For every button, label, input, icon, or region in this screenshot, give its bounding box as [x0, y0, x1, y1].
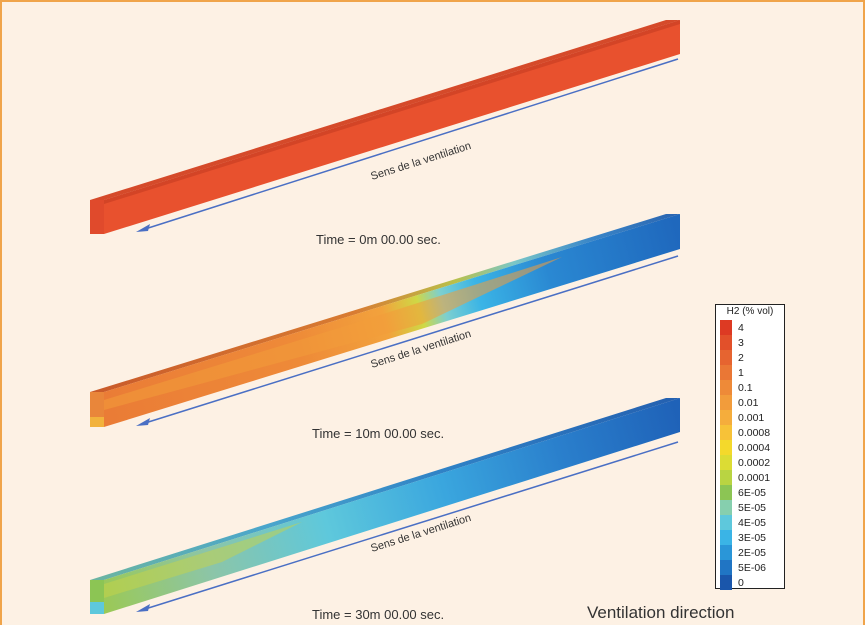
- legend-label: 3E-05: [738, 531, 767, 544]
- ventilation-arrow: [141, 441, 679, 611]
- legend-label: 2E-05: [738, 546, 767, 559]
- legend-label: 1: [738, 366, 744, 379]
- legend-label: 0.0002: [738, 456, 771, 469]
- legend-item: 0: [720, 575, 744, 590]
- legend-swatch: [720, 350, 732, 365]
- legend-label: 0.0008: [738, 426, 771, 439]
- arrow-head-icon: [136, 604, 150, 612]
- legend-label: 6E-05: [738, 486, 767, 499]
- legend-item: 5E-05: [720, 500, 766, 515]
- legend-label: 0.01: [738, 396, 759, 409]
- legend-item: 1: [720, 365, 744, 380]
- arrow-head-icon: [136, 224, 150, 232]
- legend-label: 3: [738, 336, 744, 349]
- legend-swatch: [720, 455, 732, 470]
- legend-swatch: [720, 530, 732, 545]
- tunnel-panel-30min: [90, 398, 680, 614]
- tunnel-panel-10min: [90, 214, 680, 427]
- ventilation-arrow: [141, 255, 679, 425]
- legend-swatch: [720, 320, 732, 335]
- legend-swatch: [720, 545, 732, 560]
- legend-swatch: [720, 335, 732, 350]
- color-legend: H2 (% vol) 4 3 2 1 0.1 0.01 0.001 0.0008…: [715, 304, 785, 590]
- legend-item: 0.01: [720, 395, 758, 410]
- legend-item: 2E-05: [720, 545, 766, 560]
- legend-label: 0.0004: [738, 441, 771, 454]
- legend-item: 3E-05: [720, 530, 766, 545]
- legend-swatch: [720, 395, 732, 410]
- legend-label: 2: [738, 351, 744, 364]
- legend-label: 5E-06: [738, 561, 767, 574]
- time-caption-0min: Time = 0m 00.00 sec.: [316, 232, 441, 247]
- legend-item: 0.0004: [720, 440, 770, 455]
- legend-swatch: [720, 485, 732, 500]
- legend-label: 0.1: [738, 381, 753, 394]
- time-caption-30min: Time = 30m 00.00 sec.: [312, 607, 445, 622]
- ventilation-direction-label: Ventilation direction: [587, 603, 735, 622]
- legend-item: 2: [720, 350, 744, 365]
- legend-item: 5E-06: [720, 560, 766, 575]
- legend-swatch: [720, 500, 732, 515]
- legend-label: 5E-05: [738, 501, 767, 514]
- legend-swatch: [720, 470, 732, 485]
- arrow-label-0min: Sens de la ventilation: [369, 140, 472, 183]
- time-caption-10min: Time = 10m 00.00 sec.: [312, 426, 445, 441]
- legend-label: 0.0001: [738, 471, 771, 484]
- legend-swatch: [720, 380, 732, 395]
- ventilation-arrow: [141, 58, 679, 231]
- legend-item: 6E-05: [720, 485, 766, 500]
- legend-label: 4E-05: [738, 516, 767, 529]
- legend-item: 0.001: [720, 410, 764, 425]
- legend-swatch: [720, 410, 732, 425]
- legend-swatch: [720, 365, 732, 380]
- tunnel-panel-0min: [90, 20, 680, 234]
- legend-item: 4E-05: [720, 515, 766, 530]
- legend-swatch: [720, 440, 732, 455]
- legend-item: 0.0002: [720, 455, 770, 470]
- legend-title: H2 (% vol): [726, 306, 774, 317]
- legend-item: 4: [720, 320, 744, 335]
- arrow-head-icon: [136, 418, 150, 426]
- legend-item: 0.1: [720, 380, 753, 395]
- legend-item: 0.0008: [720, 425, 770, 440]
- legend-swatch: [720, 575, 732, 590]
- legend-swatch: [720, 425, 732, 440]
- legend-label: 0.001: [738, 411, 765, 424]
- legend-item: 3: [720, 335, 744, 350]
- legend-swatch: [720, 560, 732, 575]
- legend-label: 4: [738, 321, 744, 334]
- legend-label: 0: [738, 576, 744, 589]
- legend-item: 0.0001: [720, 470, 770, 485]
- legend-swatch: [720, 515, 732, 530]
